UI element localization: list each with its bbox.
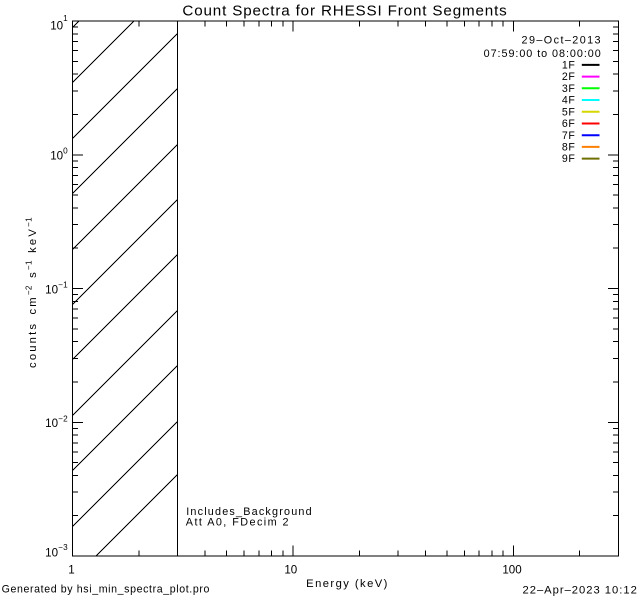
svg-text:101: 101 <box>50 14 68 32</box>
svg-text:100: 100 <box>50 147 68 163</box>
svg-text:6F: 6F <box>562 118 576 130</box>
svg-text:Generated by hsi_min_spectra_p: Generated by hsi_min_spectra_plot.pro <box>2 583 210 595</box>
svg-text:7F: 7F <box>562 130 576 142</box>
svg-text:07:59:00 to 08:00:00: 07:59:00 to 08:00:00 <box>484 48 602 60</box>
svg-text:10−2: 10−2 <box>45 414 68 429</box>
svg-text:5F: 5F <box>562 106 576 118</box>
svg-text:counts cm−2 s−1 keV−1: counts cm−2 s−1 keV−1 <box>25 217 40 368</box>
svg-text:2F: 2F <box>562 71 576 83</box>
svg-text:Includes_Background: Includes_Background <box>186 506 313 518</box>
svg-text:22–Apr–2023 10:12: 22–Apr–2023 10:12 <box>523 584 638 596</box>
svg-text:3F: 3F <box>562 83 576 95</box>
svg-text:100: 100 <box>502 563 521 576</box>
svg-text:10: 10 <box>284 563 297 576</box>
svg-text:1F: 1F <box>562 60 576 72</box>
svg-text:29–Oct–2013: 29–Oct–2013 <box>522 35 602 47</box>
svg-text:9F: 9F <box>562 153 576 165</box>
svg-text:4F: 4F <box>562 95 576 107</box>
svg-text:Att A0, FDecim 2: Att A0, FDecim 2 <box>186 516 290 528</box>
svg-text:8F: 8F <box>562 142 576 154</box>
svg-text:1: 1 <box>68 563 74 576</box>
svg-text:10−1: 10−1 <box>45 280 68 296</box>
svg-text:10−3: 10−3 <box>45 543 68 560</box>
svg-text:Count Spectra for RHESSI Front: Count Spectra for RHESSI Front Segments <box>182 2 507 19</box>
svg-text:Energy (keV): Energy (keV) <box>306 578 389 590</box>
